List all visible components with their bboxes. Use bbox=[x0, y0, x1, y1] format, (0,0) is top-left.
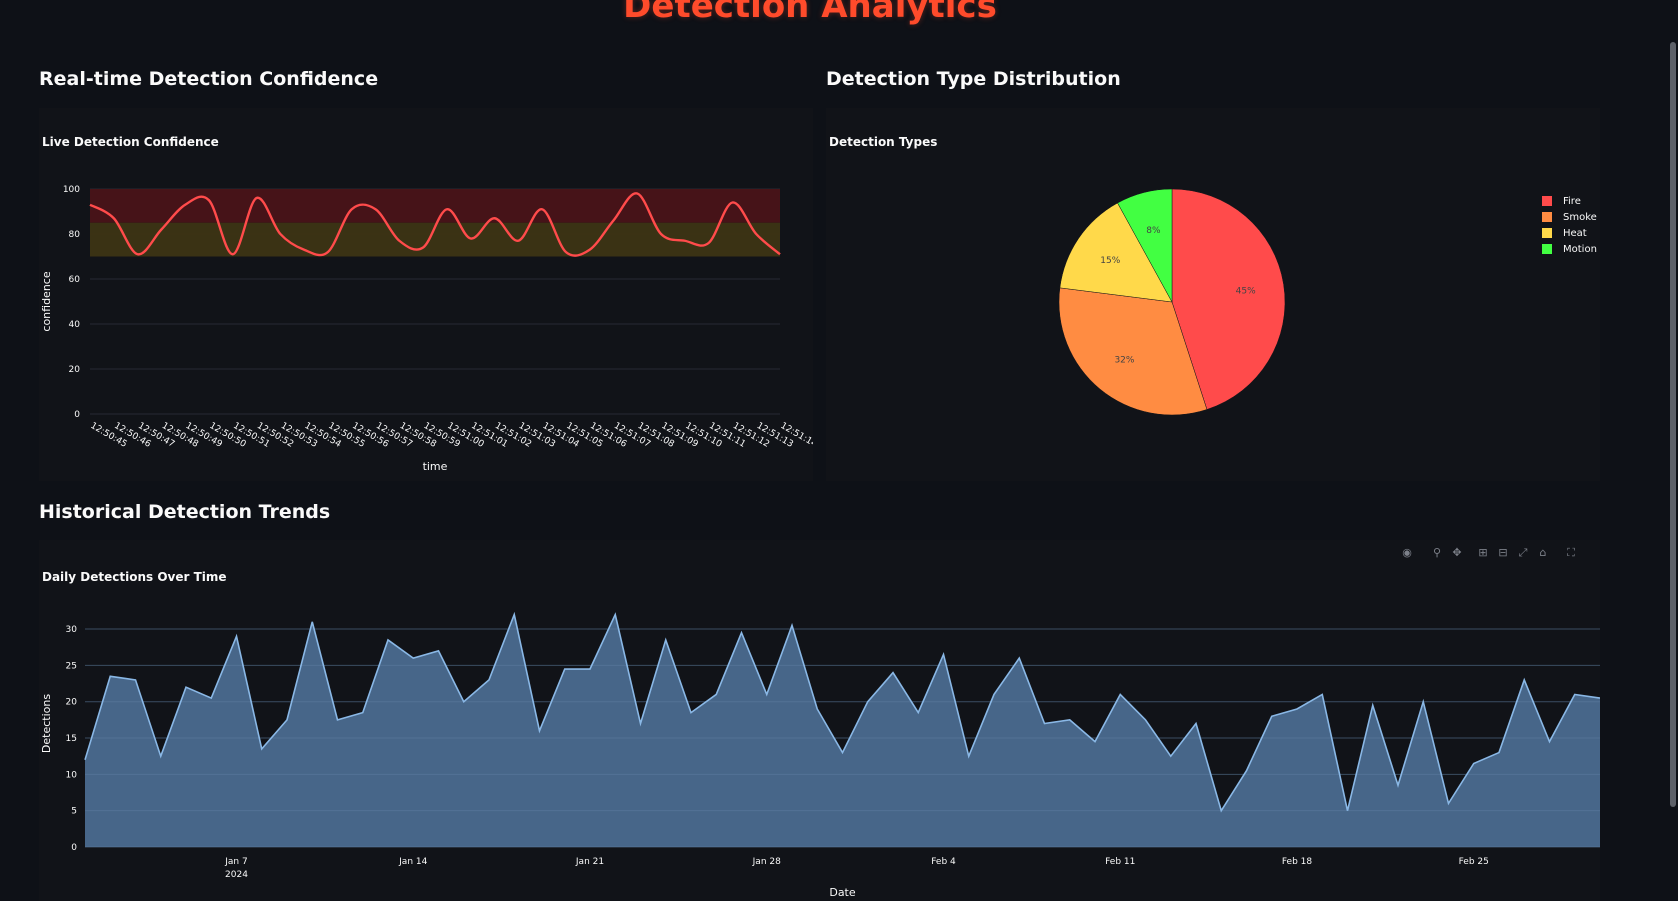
history-chart-panel[interactable]: Daily Detections Over Time 0 5 10 15 20 25 30 J… bbox=[39, 540, 1600, 901]
confidence-chart-title: Live Detection Confidence bbox=[42, 135, 219, 149]
pie-legend[interactable]: Fire Smoke Heat Motion bbox=[1542, 193, 1597, 257]
pie-slice-label: 32% bbox=[1114, 355, 1134, 365]
y-tick-label: 40 bbox=[69, 320, 81, 330]
pie-slice-motion bbox=[1117, 188, 1173, 303]
section-heading-realtime: Real-time Detection Confidence bbox=[39, 68, 379, 90]
scrollbar[interactable] bbox=[1664, 0, 1678, 901]
section-heading-distribution: Detection Type Distribution bbox=[826, 68, 1121, 90]
y-tick-label: 80 bbox=[69, 230, 81, 240]
zoom-out-icon[interactable]: ⊟ bbox=[1498, 546, 1508, 559]
detections-line bbox=[84, 611, 1600, 813]
pan-icon[interactable]: ✥ bbox=[1452, 546, 1462, 559]
legend-label: Fire bbox=[1563, 195, 1581, 207]
y-axis-title: confidence bbox=[40, 271, 53, 331]
detections-area bbox=[85, 614, 1600, 847]
x-tick-label: Feb 11 bbox=[1105, 857, 1135, 867]
y-tick-label: 30 bbox=[66, 625, 78, 635]
legend-swatch bbox=[1542, 244, 1552, 254]
y-tick-label: 5 bbox=[71, 807, 77, 817]
x-axis-title: time bbox=[423, 460, 448, 473]
high-confidence-band bbox=[90, 189, 780, 223]
x-tick-label: Feb 25 bbox=[1459, 857, 1489, 867]
y-tick-label: 100 bbox=[63, 185, 80, 195]
pie-slice-smoke bbox=[1058, 287, 1208, 416]
y-tick-label: 0 bbox=[74, 410, 80, 420]
page-title: Detection Analytics bbox=[623, 0, 997, 26]
legend-item-fire[interactable]: Fire bbox=[1542, 193, 1597, 209]
pie-slice-label: 45% bbox=[1236, 286, 1256, 296]
distribution-pie-chart[interactable]: 45% 32% 15% 8% bbox=[826, 108, 1600, 481]
history-chart-title: Daily Detections Over Time bbox=[42, 570, 227, 584]
x-tick-label: Jan 21 bbox=[575, 857, 604, 867]
camera-icon[interactable]: ◉ bbox=[1402, 546, 1412, 559]
legend-item-smoke[interactable]: Smoke bbox=[1542, 209, 1597, 225]
x-axis-title: Date bbox=[829, 886, 856, 899]
confidence-line-chart[interactable]: 02040608010012:50:4512:50:4612:50:4712:5… bbox=[39, 108, 813, 481]
pie-slice-label: 15% bbox=[1100, 256, 1120, 266]
x-tick-label: Jan 7 bbox=[224, 857, 247, 867]
y-tick-label: 20 bbox=[69, 365, 81, 375]
reset-axes-icon[interactable]: ⌂ bbox=[1539, 546, 1547, 559]
legend-item-motion[interactable]: Motion bbox=[1542, 241, 1597, 257]
distribution-chart-panel[interactable]: Detection Types 45% 32% 15% 8% bbox=[826, 108, 1600, 481]
zoom-in-icon[interactable]: ⊞ bbox=[1478, 546, 1488, 559]
legend-swatch bbox=[1542, 228, 1552, 238]
x-tick-label: Jan 28 bbox=[752, 857, 781, 867]
pie-slice-fire bbox=[1171, 188, 1286, 410]
scrollbar-thumb[interactable] bbox=[1670, 42, 1676, 807]
chart-toolbar: ◉ ⚲ ✥ ⊞ ⊟ ⤢ ⌂ ⛶ bbox=[1400, 546, 1578, 560]
x-tick-label: Jan 14 bbox=[398, 857, 427, 867]
legend-swatch bbox=[1542, 196, 1552, 206]
autoscale-icon[interactable]: ⤢ bbox=[1518, 546, 1528, 559]
history-area-chart[interactable]: 0 5 10 15 20 25 30 Jan 7 Jan 14 Jan 21 Jan 28 Feb 4… bbox=[39, 540, 1600, 901]
legend-label: Heat bbox=[1563, 227, 1587, 239]
confidence-line bbox=[89, 192, 781, 257]
x-tick-year: 2024 bbox=[225, 870, 248, 880]
y-tick-label: 15 bbox=[66, 734, 77, 744]
fullscreen-icon[interactable]: ⛶ bbox=[1567, 546, 1575, 559]
x-tick-label: Feb 4 bbox=[931, 857, 956, 867]
section-heading-historical: Historical Detection Trends bbox=[39, 501, 331, 523]
zoom-icon[interactable]: ⚲ bbox=[1432, 546, 1442, 559]
legend-item-heat[interactable]: Heat bbox=[1542, 225, 1597, 241]
x-tick-label: Feb 18 bbox=[1282, 857, 1313, 867]
y-tick-label: 0 bbox=[71, 843, 77, 853]
y-axis-title: Detections bbox=[40, 694, 53, 753]
legend-label: Smoke bbox=[1563, 211, 1597, 223]
pie-slice-heat bbox=[1059, 202, 1173, 303]
y-tick-label: 60 bbox=[69, 275, 81, 285]
y-tick-label: 25 bbox=[66, 661, 77, 671]
pie-slice-label: 8% bbox=[1146, 226, 1161, 236]
y-tick-label: 20 bbox=[66, 698, 78, 708]
y-tick-label: 10 bbox=[66, 770, 78, 780]
distribution-chart-title: Detection Types bbox=[829, 135, 938, 149]
confidence-chart-panel[interactable]: Live Detection Confidence 0 20 40 60 80 100 12… bbox=[39, 108, 813, 481]
legend-label: Motion bbox=[1563, 243, 1597, 255]
legend-swatch bbox=[1542, 212, 1552, 222]
